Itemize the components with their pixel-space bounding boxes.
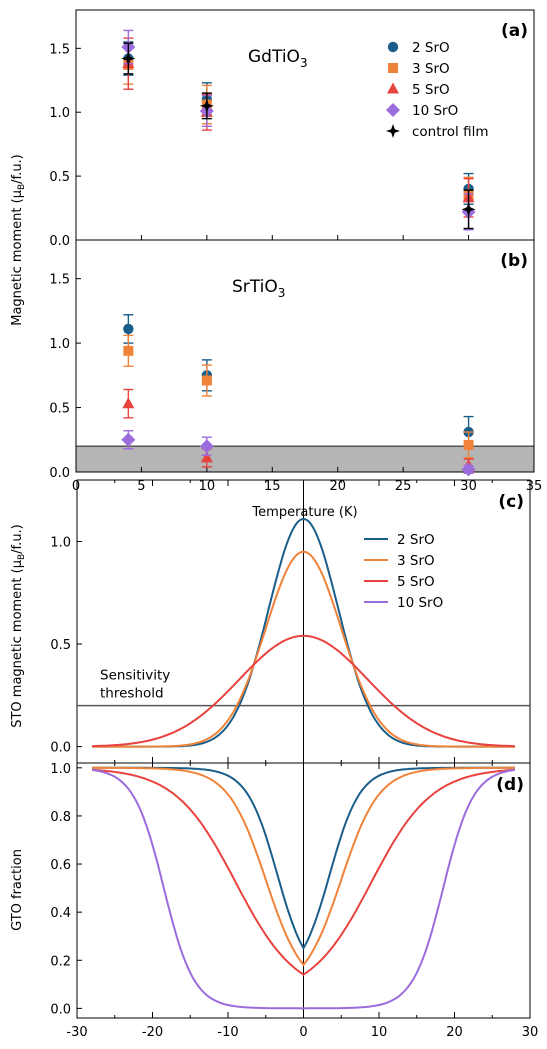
data-point bbox=[121, 51, 136, 66]
x-tick-label: 35 bbox=[526, 479, 543, 494]
x-tick-label: 10 bbox=[371, 1025, 388, 1040]
legend-label: 3 SrO bbox=[397, 553, 435, 569]
data-point bbox=[123, 345, 134, 356]
series-line bbox=[91, 768, 516, 1010]
legend-label: 3 SrO bbox=[412, 61, 450, 77]
y-tick-label: 0.5 bbox=[50, 638, 71, 653]
y-axis-label: STO magnetic moment (μB/f.u.) bbox=[10, 524, 27, 728]
y-tick-label: 0.8 bbox=[50, 810, 71, 825]
y-tick-label: 0.5 bbox=[49, 402, 70, 417]
data-point bbox=[123, 323, 134, 335]
data-point bbox=[121, 432, 136, 447]
y-tick-label: 1.0 bbox=[50, 536, 71, 551]
panel-label: (b) bbox=[500, 251, 528, 271]
y-axis-label: Magnetic moment (μB/f.u.) bbox=[10, 154, 27, 326]
data-point bbox=[199, 98, 214, 113]
x-tick-label: 30 bbox=[460, 479, 477, 494]
y-tick-label: 1.0 bbox=[50, 762, 71, 777]
series-line bbox=[92, 768, 515, 976]
y-tick-label: 0.6 bbox=[50, 858, 71, 873]
x-tick-label: -10 bbox=[217, 1025, 238, 1040]
x-tick-label: 0 bbox=[299, 1025, 307, 1040]
legend-marker bbox=[388, 63, 398, 73]
data-point bbox=[201, 375, 212, 386]
x-tick-label: 20 bbox=[329, 479, 346, 494]
y-tick-label: 0.5 bbox=[49, 170, 70, 185]
panel-label: (d) bbox=[496, 775, 524, 795]
y-axis-label: GTO fraction bbox=[10, 849, 25, 931]
legend-label: 10 SrO bbox=[397, 595, 443, 611]
legend-label: 2 SrO bbox=[397, 532, 435, 548]
data-point bbox=[461, 462, 476, 477]
data-point bbox=[463, 439, 474, 450]
panel-label: (a) bbox=[501, 21, 528, 41]
legend-label: 5 SrO bbox=[397, 574, 435, 590]
legend-marker bbox=[387, 82, 399, 94]
legend-label: control film bbox=[412, 124, 489, 140]
y-tick-label: 0.2 bbox=[50, 954, 71, 969]
y-tick-label: 1.5 bbox=[49, 273, 70, 288]
y-tick-label: 0.0 bbox=[50, 741, 71, 756]
x-tick-label: 15 bbox=[264, 479, 281, 494]
threshold-annotation: threshold bbox=[100, 686, 164, 702]
y-tick-label: 1.0 bbox=[49, 106, 70, 121]
x-tick-label: 10 bbox=[199, 479, 216, 494]
x-tick-label: 30 bbox=[522, 1025, 539, 1040]
x-tick-label: -30 bbox=[66, 1025, 87, 1040]
panel-d: 0.00.20.40.60.81.0-30-20-100102030Distan… bbox=[50, 762, 539, 1040]
panel-title: SrTiO3 bbox=[232, 277, 285, 300]
panel-title: GdTiO3 bbox=[248, 47, 308, 70]
y-tick-label: 0.4 bbox=[50, 906, 71, 921]
legend-marker bbox=[386, 124, 400, 138]
panel-label: (c) bbox=[498, 492, 524, 512]
data-point bbox=[199, 439, 214, 454]
y-tick-label: 0.0 bbox=[49, 466, 70, 481]
panel-a: 0.0 0.5 1.0 1.5 (a) GdTiO3 2 SrO 3 SrO 5 SrO 10 S… bbox=[49, 9, 535, 249]
panel-c: 0.0 0.5 1.0 Sensitivity threshold (c) 2 SrO 3 S… bbox=[50, 479, 531, 764]
data-point bbox=[461, 202, 476, 217]
data-point bbox=[122, 397, 135, 409]
panel-b: 0.0 0.5 1.0 1.5 0 5 10 15 20 25 30 35 Temperature (K… bbox=[49, 239, 543, 520]
series-line bbox=[92, 634, 515, 748]
legend-marker bbox=[386, 103, 400, 117]
y-tick-label: 0.0 bbox=[50, 1002, 71, 1017]
y-tick-label: 1.5 bbox=[49, 42, 70, 57]
legend-label: 10 SrO bbox=[412, 103, 458, 119]
threshold-annotation: Sensitivity bbox=[100, 668, 170, 684]
x-tick-label: 0 bbox=[72, 479, 80, 494]
x-axis-label: Temperature (K) bbox=[251, 505, 357, 520]
series-line bbox=[92, 766, 515, 967]
x-tick-label: -20 bbox=[142, 1025, 163, 1040]
legend-label: 5 SrO bbox=[412, 82, 450, 98]
series-line bbox=[92, 550, 515, 748]
plot-frame bbox=[75, 239, 535, 473]
y-tick-label: 1.0 bbox=[49, 337, 70, 352]
legend-marker bbox=[387, 41, 399, 53]
y-tick-label: 0.0 bbox=[49, 234, 70, 249]
x-tick-label: 5 bbox=[137, 479, 145, 494]
x-tick-label: 20 bbox=[446, 1025, 463, 1040]
legend-label: 2 SrO bbox=[412, 40, 450, 56]
data-point bbox=[200, 451, 213, 463]
sensitivity-band bbox=[76, 446, 534, 472]
x-tick-label: 25 bbox=[395, 479, 412, 494]
